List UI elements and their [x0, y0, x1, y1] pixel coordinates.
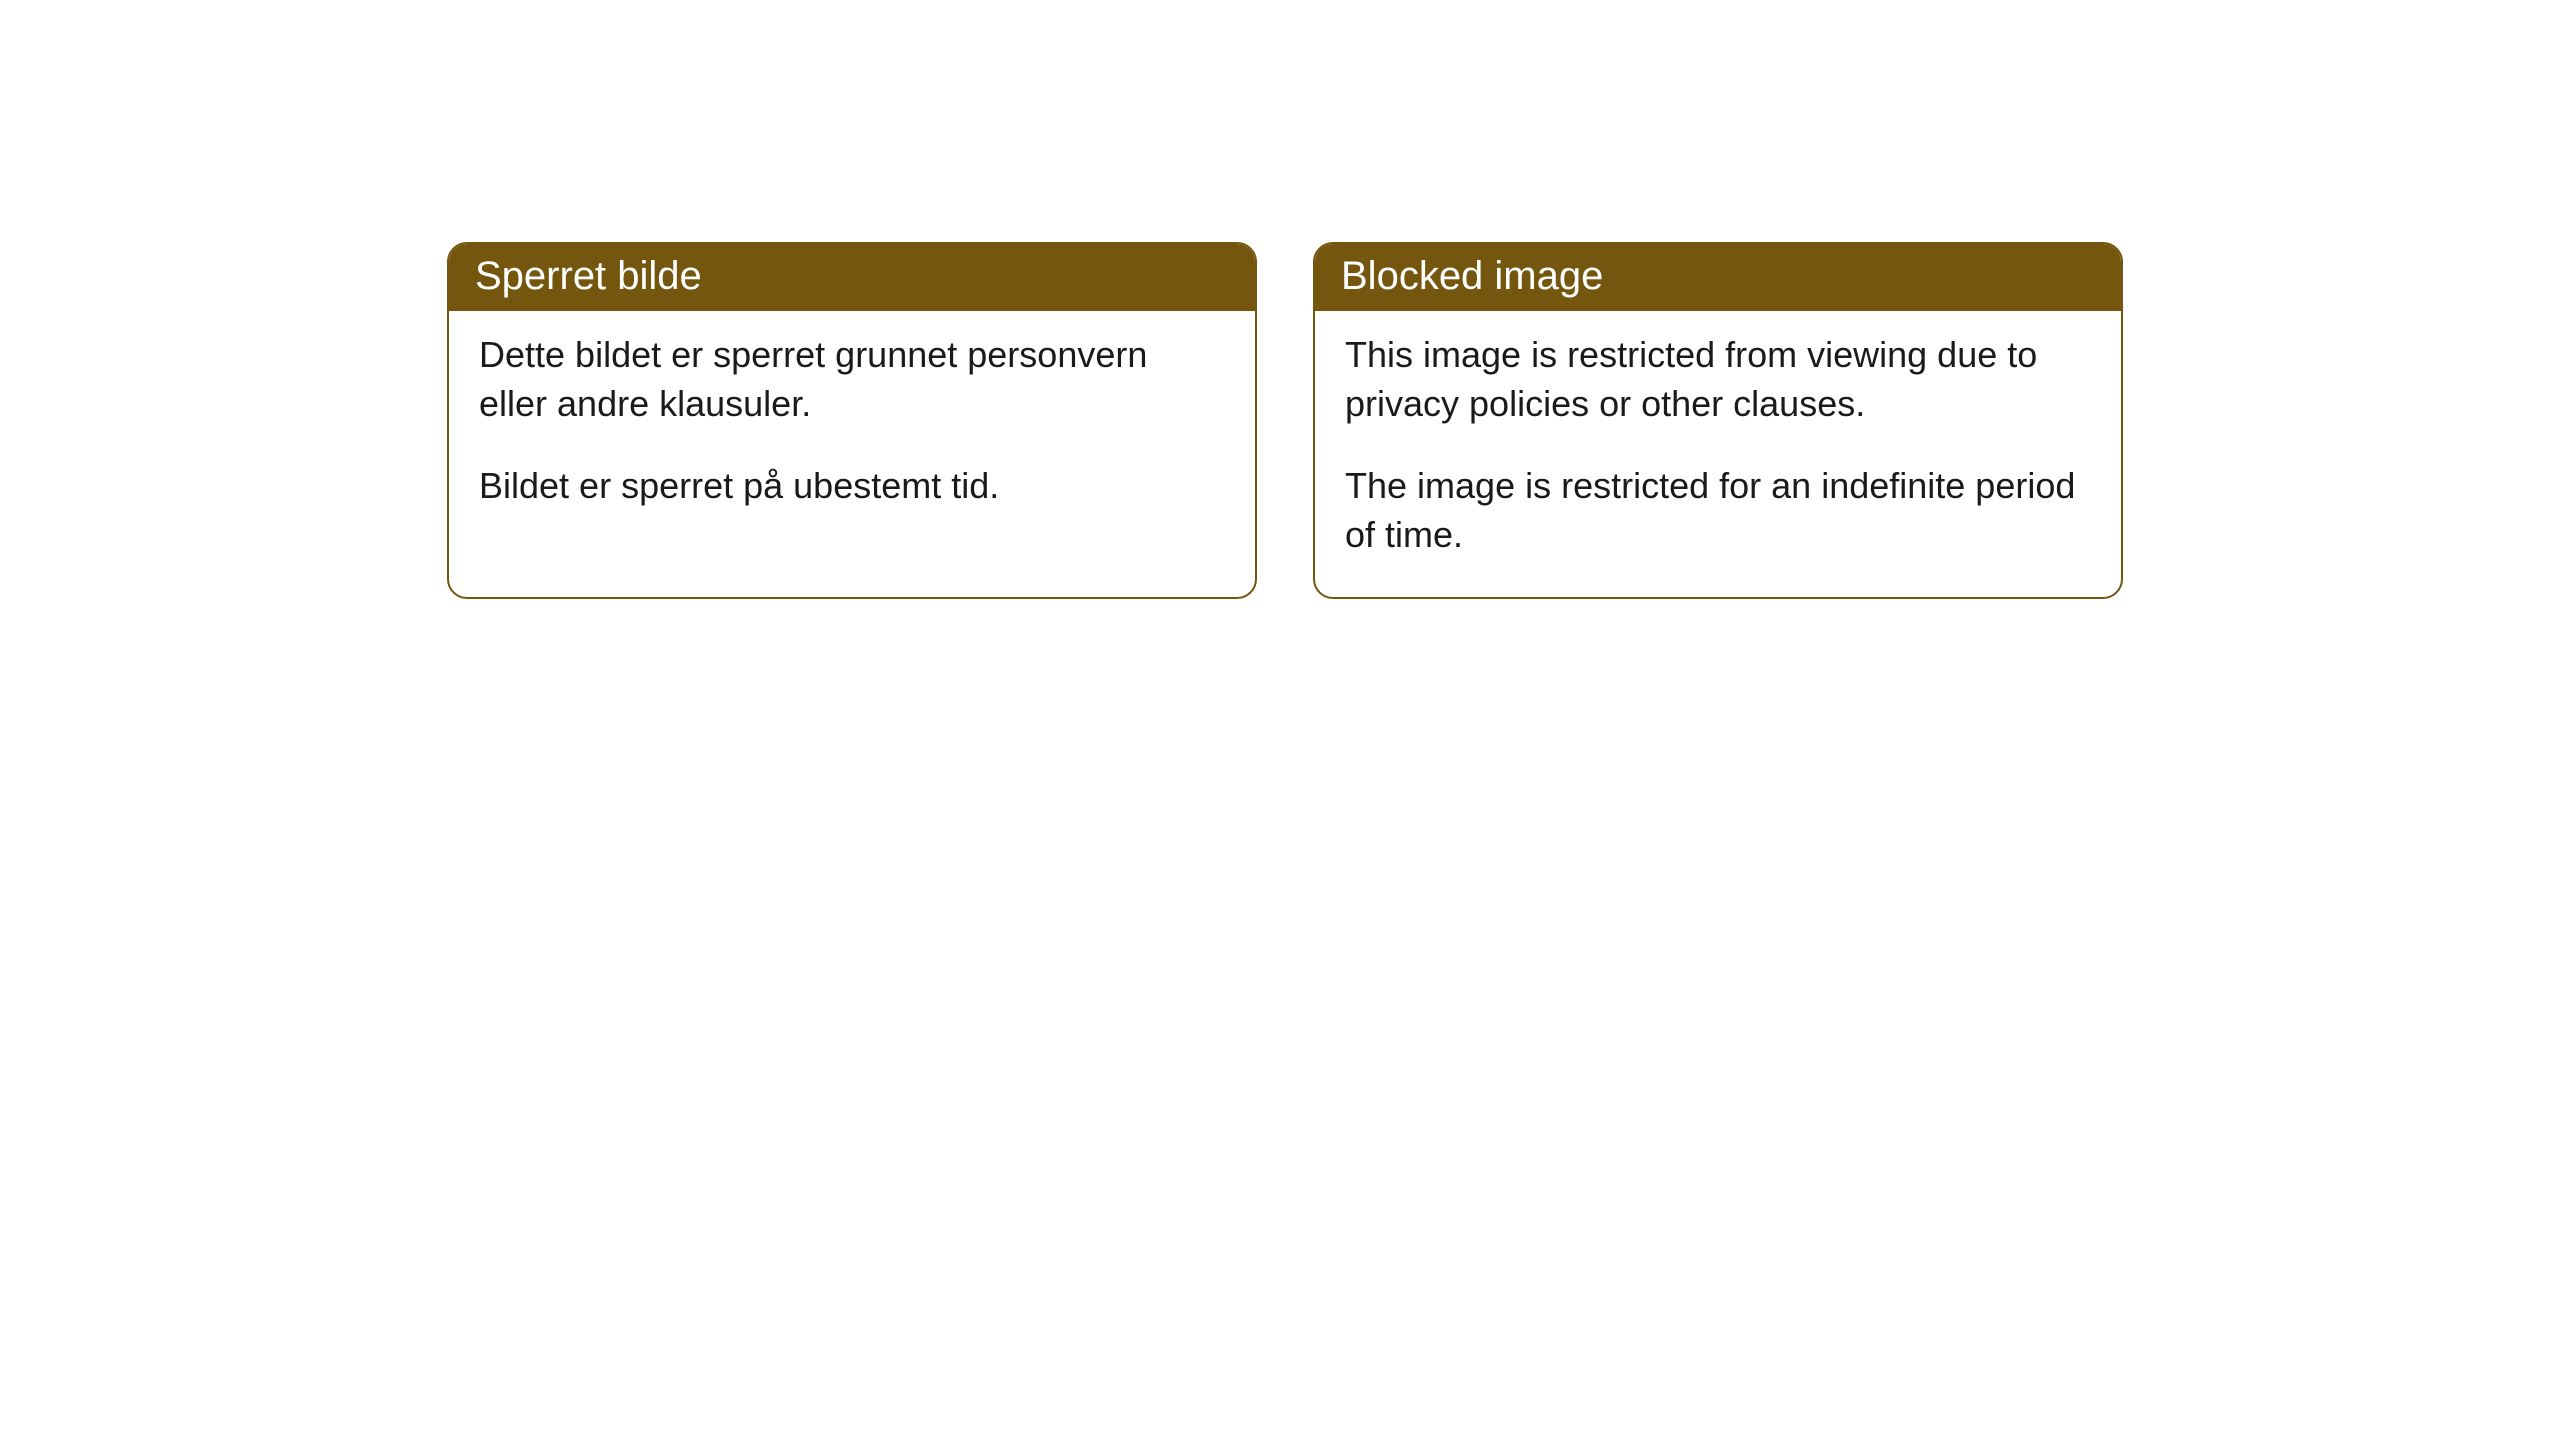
- notice-card-norwegian: Sperret bilde Dette bildet er sperret gr…: [447, 242, 1257, 599]
- card-body: Dette bildet er sperret grunnet personve…: [449, 311, 1255, 549]
- card-body: This image is restricted from viewing du…: [1315, 311, 2121, 597]
- notice-container: Sperret bilde Dette bildet er sperret gr…: [447, 242, 2123, 599]
- card-header: Sperret bilde: [449, 244, 1255, 311]
- card-paragraph: The image is restricted for an indefinit…: [1345, 462, 2091, 559]
- notice-card-english: Blocked image This image is restricted f…: [1313, 242, 2123, 599]
- card-paragraph: Dette bildet er sperret grunnet personve…: [479, 331, 1225, 428]
- card-paragraph: This image is restricted from viewing du…: [1345, 331, 2091, 428]
- card-paragraph: Bildet er sperret på ubestemt tid.: [479, 462, 1225, 511]
- card-header: Blocked image: [1315, 244, 2121, 311]
